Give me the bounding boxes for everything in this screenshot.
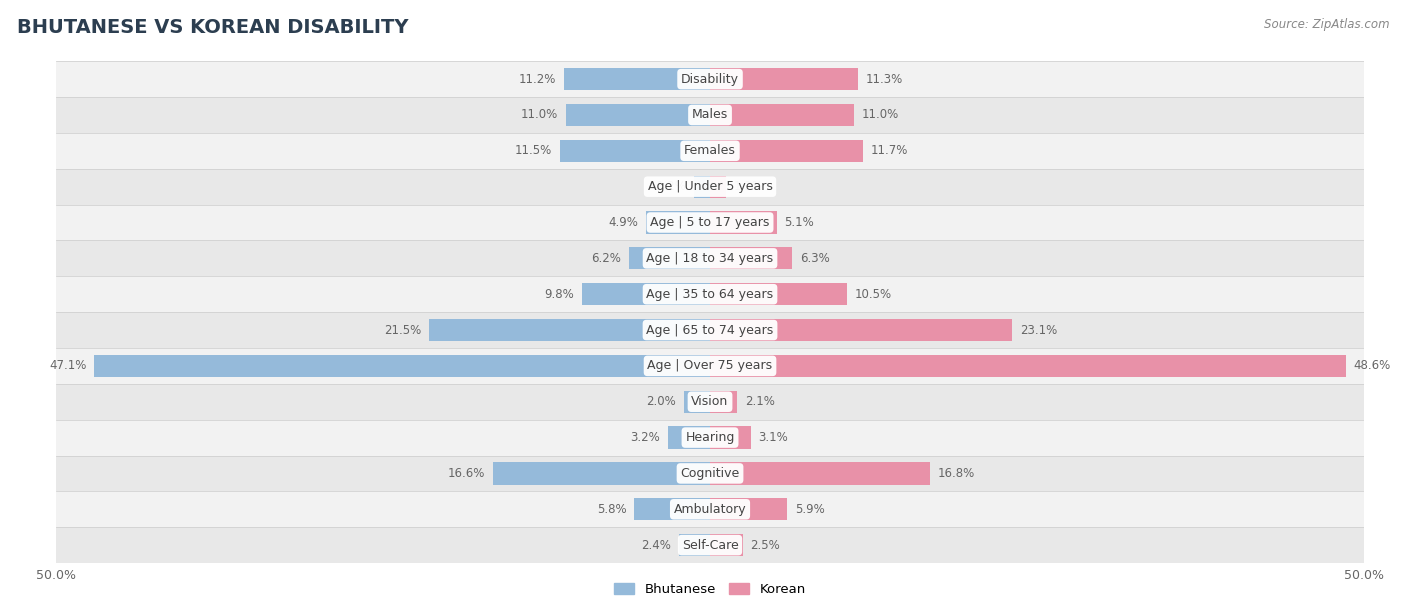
Bar bbox=[56, 276, 1364, 312]
Text: 5.8%: 5.8% bbox=[596, 503, 626, 516]
Text: 11.3%: 11.3% bbox=[866, 73, 903, 86]
Text: 1.2%: 1.2% bbox=[657, 180, 686, 193]
Bar bbox=[560, 140, 710, 162]
Text: 2.1%: 2.1% bbox=[745, 395, 775, 408]
Bar bbox=[668, 427, 710, 449]
Text: 11.0%: 11.0% bbox=[522, 108, 558, 121]
Bar bbox=[695, 176, 710, 198]
Bar bbox=[56, 527, 1364, 563]
Bar bbox=[56, 491, 1364, 527]
Text: 11.2%: 11.2% bbox=[519, 73, 555, 86]
Bar bbox=[710, 247, 793, 269]
Text: 11.0%: 11.0% bbox=[862, 108, 898, 121]
Bar bbox=[56, 312, 1364, 348]
Text: Vision: Vision bbox=[692, 395, 728, 408]
Bar bbox=[710, 462, 929, 485]
Text: 5.1%: 5.1% bbox=[785, 216, 814, 229]
Text: Age | Over 75 years: Age | Over 75 years bbox=[648, 359, 772, 372]
Text: 6.2%: 6.2% bbox=[592, 252, 621, 265]
Text: Self-Care: Self-Care bbox=[682, 539, 738, 551]
Bar bbox=[645, 211, 710, 234]
Bar bbox=[628, 247, 710, 269]
Bar bbox=[683, 390, 710, 413]
Bar bbox=[429, 319, 710, 341]
Bar bbox=[710, 211, 776, 234]
Text: Source: ZipAtlas.com: Source: ZipAtlas.com bbox=[1264, 18, 1389, 31]
Bar bbox=[710, 140, 863, 162]
Text: 2.4%: 2.4% bbox=[641, 539, 671, 551]
Bar bbox=[56, 348, 1364, 384]
Text: 1.2%: 1.2% bbox=[734, 180, 763, 193]
Bar bbox=[710, 68, 858, 90]
Text: 11.5%: 11.5% bbox=[515, 144, 551, 157]
Bar bbox=[710, 534, 742, 556]
Text: Females: Females bbox=[685, 144, 735, 157]
Legend: Bhutanese, Korean: Bhutanese, Korean bbox=[609, 578, 811, 602]
Text: 16.8%: 16.8% bbox=[938, 467, 974, 480]
Text: 9.8%: 9.8% bbox=[544, 288, 574, 300]
Bar bbox=[582, 283, 710, 305]
Bar bbox=[710, 104, 853, 126]
Bar bbox=[567, 104, 710, 126]
Text: BHUTANESE VS KOREAN DISABILITY: BHUTANESE VS KOREAN DISABILITY bbox=[17, 18, 408, 37]
Text: 23.1%: 23.1% bbox=[1019, 324, 1057, 337]
Bar bbox=[494, 462, 710, 485]
Text: 2.0%: 2.0% bbox=[647, 395, 676, 408]
Bar bbox=[56, 204, 1364, 241]
Text: 10.5%: 10.5% bbox=[855, 288, 893, 300]
Text: Males: Males bbox=[692, 108, 728, 121]
Text: 2.5%: 2.5% bbox=[751, 539, 780, 551]
Text: 11.7%: 11.7% bbox=[870, 144, 908, 157]
Text: Age | 5 to 17 years: Age | 5 to 17 years bbox=[651, 216, 769, 229]
Text: 3.2%: 3.2% bbox=[631, 431, 661, 444]
Bar bbox=[710, 283, 848, 305]
Bar bbox=[56, 420, 1364, 455]
Text: Age | 18 to 34 years: Age | 18 to 34 years bbox=[647, 252, 773, 265]
Bar bbox=[710, 355, 1346, 377]
Text: Age | 65 to 74 years: Age | 65 to 74 years bbox=[647, 324, 773, 337]
Text: Disability: Disability bbox=[681, 73, 740, 86]
Text: Cognitive: Cognitive bbox=[681, 467, 740, 480]
Text: 47.1%: 47.1% bbox=[49, 359, 86, 372]
Bar bbox=[56, 169, 1364, 204]
Text: 21.5%: 21.5% bbox=[384, 324, 420, 337]
Bar bbox=[634, 498, 710, 520]
Bar bbox=[56, 61, 1364, 97]
Text: 4.9%: 4.9% bbox=[609, 216, 638, 229]
Text: 5.9%: 5.9% bbox=[794, 503, 825, 516]
Text: 16.6%: 16.6% bbox=[447, 467, 485, 480]
Bar bbox=[94, 355, 710, 377]
Bar bbox=[710, 319, 1012, 341]
Bar bbox=[564, 68, 710, 90]
Bar bbox=[56, 97, 1364, 133]
Text: 48.6%: 48.6% bbox=[1354, 359, 1391, 372]
Text: Age | 35 to 64 years: Age | 35 to 64 years bbox=[647, 288, 773, 300]
Text: Hearing: Hearing bbox=[685, 431, 735, 444]
Bar bbox=[710, 498, 787, 520]
Bar bbox=[710, 176, 725, 198]
Bar bbox=[710, 390, 738, 413]
Bar bbox=[679, 534, 710, 556]
Bar bbox=[56, 455, 1364, 491]
Text: Age | Under 5 years: Age | Under 5 years bbox=[648, 180, 772, 193]
Bar bbox=[56, 384, 1364, 420]
Text: 6.3%: 6.3% bbox=[800, 252, 830, 265]
Text: Ambulatory: Ambulatory bbox=[673, 503, 747, 516]
Bar bbox=[710, 427, 751, 449]
Bar bbox=[56, 133, 1364, 169]
Bar bbox=[56, 241, 1364, 276]
Text: 3.1%: 3.1% bbox=[758, 431, 789, 444]
